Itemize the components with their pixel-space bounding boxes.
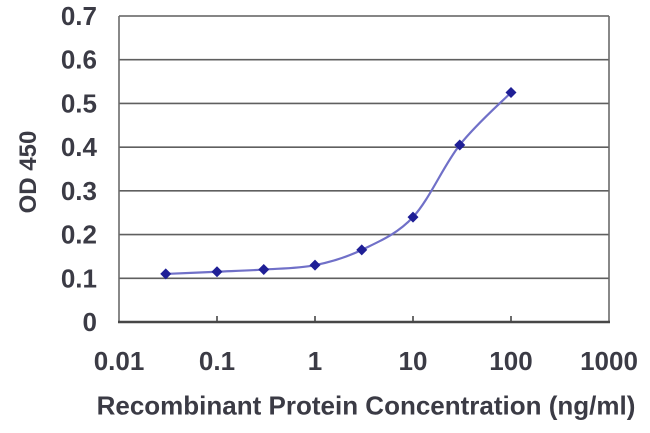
y-tick-label: 0.1 [61,263,97,293]
x-tick-label: 0.01 [94,346,145,376]
data-point-marker [356,244,368,256]
y-tick-label: 0.7 [61,1,97,31]
x-tick-label: 0.1 [199,346,235,376]
data-point-marker [407,211,419,223]
data-point-marker [454,139,466,151]
y-tick-label: 0.3 [61,176,97,206]
y-tick-label: 0.6 [61,45,97,75]
y-tick-label: 0.2 [61,220,97,250]
data-point-marker [505,87,517,98]
data-point-marker [309,259,321,271]
y-tick-label: 0.5 [61,88,97,118]
x-tick-label: 1000 [580,346,638,376]
x-axis-title: Recombinant Protein Concentration (ng/ml… [96,390,636,421]
y-axis-title: OD 450 [15,130,42,214]
y-tick-label: 0 [83,307,97,337]
x-tick-label: 100 [489,346,532,376]
y-tick-label: 0.4 [61,132,98,162]
x-tick-label: 10 [399,346,428,376]
x-tick-label: 1 [308,346,322,376]
data-series-line [164,91,513,276]
data-point-marker [211,266,223,278]
data-point-marker [258,264,270,276]
data-point-marker [160,268,172,280]
